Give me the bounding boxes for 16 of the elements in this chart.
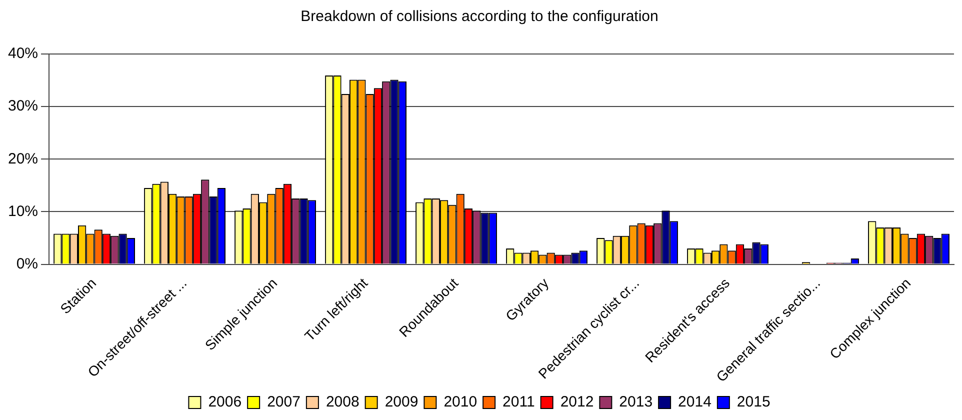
y-tick-label: 20% [8,150,38,168]
legend-label: 2013 [619,394,653,411]
legend-label: 2011 [502,394,535,411]
y-tick-label: 0% [16,255,38,272]
legend-label: 2012 [560,394,594,411]
legend-label: 2015 [736,394,770,411]
y-tick-label: 30% [8,98,38,115]
y-tick-label: 40% [8,45,38,62]
legend-label: 2008 [326,394,360,411]
legend-label: 2007 [267,394,300,411]
chart-title: Breakdown of collisions according to the configuration [300,8,658,26]
y-tick-label: 10% [8,202,38,220]
legend-label: 2014 [678,394,712,411]
legend-label: 2009 [384,394,418,411]
legend-label: 2010 [444,394,478,411]
legend-label: 2006 [208,394,242,411]
